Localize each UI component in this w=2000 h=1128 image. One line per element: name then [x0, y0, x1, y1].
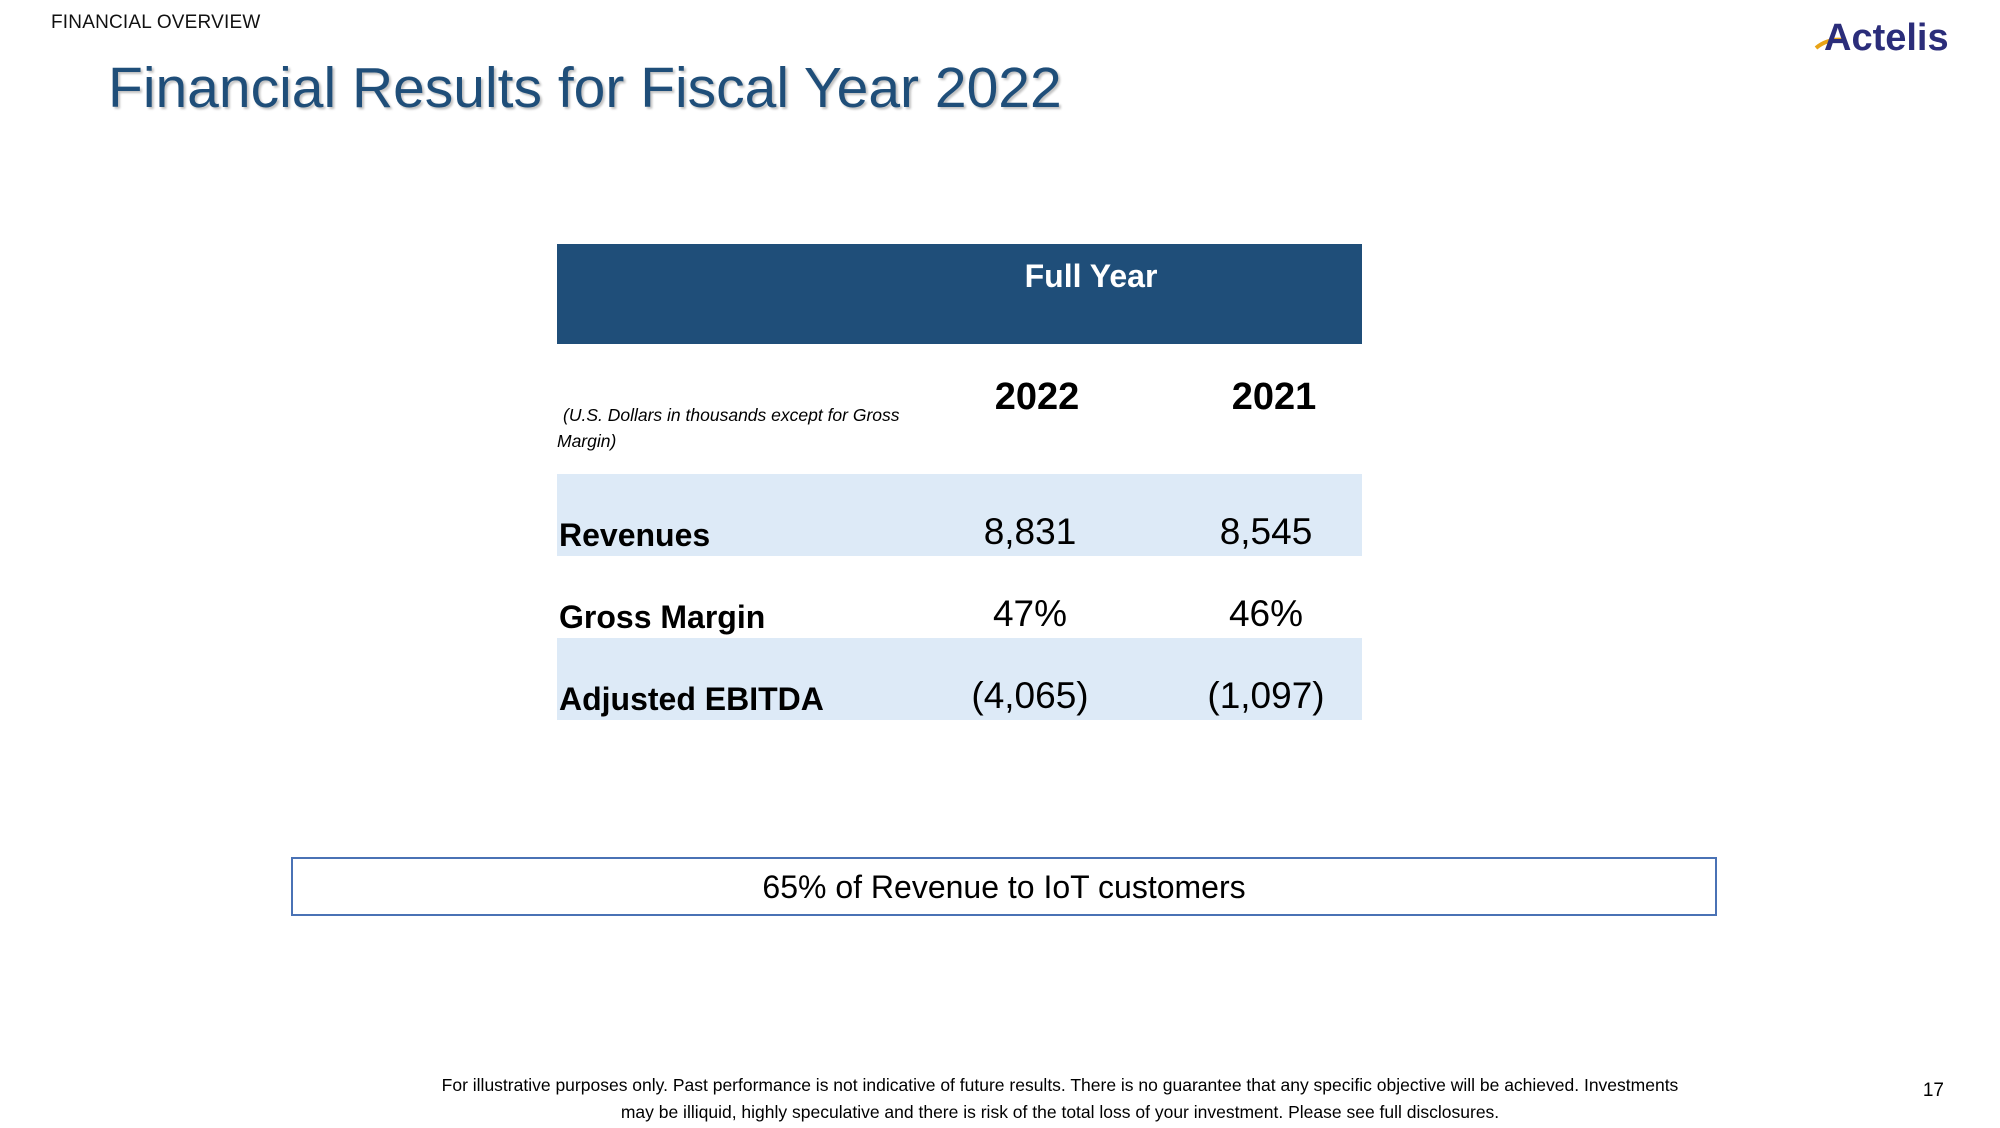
row-label: Gross Margin	[559, 599, 766, 635]
cell-2022: 47%	[992, 593, 1068, 634]
table-header: Full Year	[557, 244, 1362, 344]
cell-2021: 46%	[1228, 593, 1304, 634]
row-label: Adjusted EBITDA	[559, 681, 824, 717]
column-header-2021: 2021	[1231, 376, 1317, 418]
unit-note: (U.S. Dollars in thousands except for Gr…	[557, 405, 900, 451]
section-label: FINANCIAL OVERVIEW	[51, 12, 261, 33]
cell-2022: 8,831	[983, 511, 1077, 552]
logo-swoosh-icon	[1814, 37, 1845, 50]
disclaimer: For illustrative purposes only. Past per…	[441, 1075, 1679, 1122]
row-label: Revenues	[559, 517, 711, 553]
cell-2022: (4,065)	[971, 675, 1089, 716]
logo-text: Actelis	[1824, 17, 1949, 59]
page-number: 17	[1922, 1080, 1944, 1101]
iot-revenue-callout: 65% of Revenue to IoT customers	[291, 857, 1717, 916]
full-year-label: Full Year	[1024, 258, 1158, 294]
column-header-row	[557, 344, 1362, 474]
page-title: Financial Results for Fiscal Year 2022	[108, 56, 1062, 120]
cell-2021: 8,545	[1219, 511, 1313, 552]
table-row-gross-margin: Gross Margin 47% 46%	[557, 556, 1362, 638]
table-row-adjusted-ebitda: Adjusted EBITDA (4,065) (1,097)	[557, 638, 1362, 720]
column-header-2022: 2022	[994, 376, 1080, 418]
actelis-logo: Actelis	[1814, 17, 1949, 59]
financial-table: Full Year (U.S. Dollars in thousands exc…	[557, 244, 1362, 720]
cell-2021: (1,097)	[1207, 675, 1325, 716]
table-row-revenues: Revenues 8,831 8,545	[557, 474, 1362, 556]
